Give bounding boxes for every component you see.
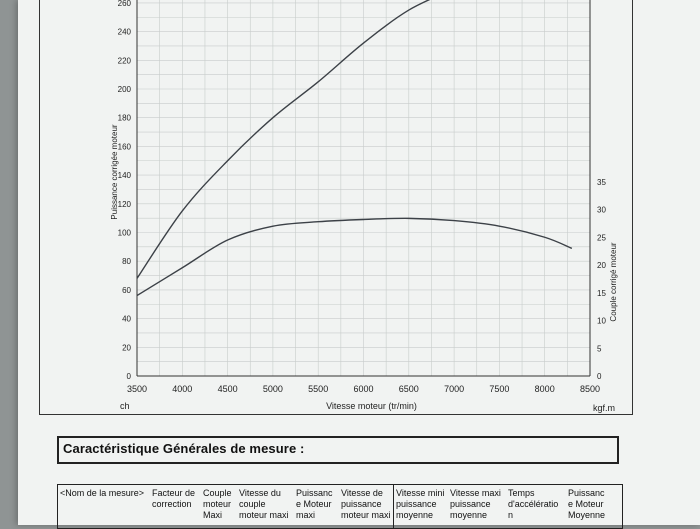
y-tick-label-left: 240 <box>118 28 132 37</box>
table-header-cell: Facteur de correction <box>152 488 196 509</box>
y-tick-label-left: 160 <box>118 142 132 151</box>
y-tick-label-right: 35 <box>597 178 606 187</box>
x-tick-label: 8000 <box>535 384 555 394</box>
table-header-cell: Vitesse de puissance moteur maxi <box>341 488 391 520</box>
table-header-cell: Puissanc e Moteur maxi <box>296 488 333 520</box>
table-header-cell: Puissanc e Moteur Moyenne <box>568 488 606 520</box>
y-tick-label-left: 140 <box>118 171 132 180</box>
x-tick-label: 7500 <box>489 384 509 394</box>
y-tick-label-right: 0 <box>597 372 602 381</box>
table-header-cell: Vitesse maxi puissance moyenne <box>450 488 501 520</box>
y-tick-label-left: 260 <box>118 0 132 8</box>
x-tick-label: 8500 <box>580 384 600 394</box>
y-tick-label-right: 15 <box>597 289 606 298</box>
x-tick-label: 6500 <box>399 384 419 394</box>
table-header-cell: Vitesse mini puissance moyenne <box>396 488 445 520</box>
y-tick-label-left: 120 <box>118 200 132 209</box>
y-tick-label-left: 80 <box>122 257 131 266</box>
section-title: Caractéristique Générales de mesure : <box>57 436 619 464</box>
y-tick-label-right: 10 <box>597 317 606 326</box>
y-tick-label-left: 200 <box>118 85 132 94</box>
table-header-cell: Couple moteur Maxi <box>203 488 232 520</box>
table-header-cell: Vitesse du couple moteur maxi <box>239 488 289 520</box>
x-tick-label: 5500 <box>308 384 328 394</box>
y-tick-label-right: 30 <box>597 206 606 215</box>
table-header-cell: <Nom de la mesure> <box>60 488 145 498</box>
y-tick-label-left: 220 <box>118 56 132 65</box>
y-tick-label-left: 40 <box>122 315 131 324</box>
x-unit-label: ch <box>120 401 130 411</box>
y-tick-label-right: 20 <box>597 261 606 270</box>
y-tick-label-left: 180 <box>118 114 132 123</box>
y-tick-label-left: 100 <box>118 229 132 238</box>
torque-curve-line <box>137 217 573 297</box>
y-tick-label-right: 5 <box>597 344 602 353</box>
x-axis-label: Vitesse moteur (tr/min) <box>326 401 417 411</box>
power-curve-line <box>137 0 431 279</box>
y-tick-label-right: 25 <box>597 233 606 242</box>
x-tick-label: 4500 <box>218 384 238 394</box>
y-tick-label-left: 60 <box>122 286 131 295</box>
x-tick-label: 4000 <box>172 384 192 394</box>
y-tick-label-left: 0 <box>127 372 132 381</box>
x-tick-label: 3500 <box>127 384 147 394</box>
x-tick-label: 5000 <box>263 384 283 394</box>
table-header-cell: Temps d'accélératio n <box>508 488 559 520</box>
x-tick-label: 7000 <box>444 384 464 394</box>
measurement-table-header: <Nom de la mesure> Facteur de correction C… <box>57 484 623 529</box>
x-tick-label: 6000 <box>353 384 373 394</box>
table-column-divider <box>393 485 394 528</box>
y-axis-label-right: Couple corrigé moteur <box>609 242 618 321</box>
chart-frame <box>39 0 633 415</box>
grid-lines <box>136 0 591 377</box>
y2-unit-label: kgf.m <box>593 403 615 413</box>
y-axis-label-left: Puissance corrigée moteur <box>110 124 119 219</box>
y-tick-label-left: 20 <box>122 343 131 352</box>
